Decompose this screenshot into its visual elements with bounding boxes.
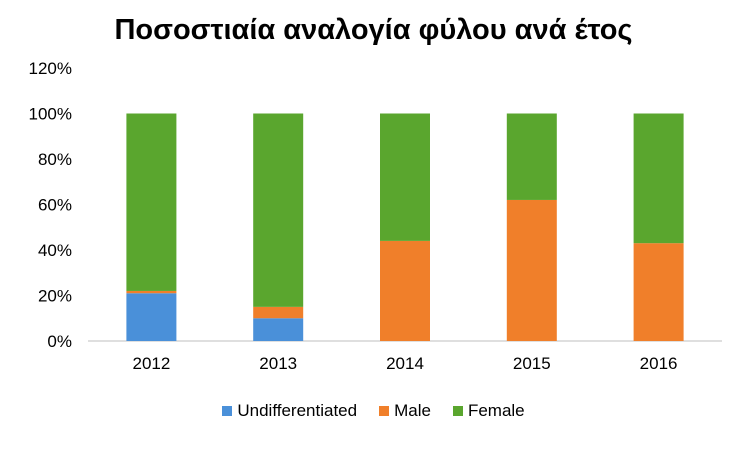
bar-segment-male-2014	[380, 240, 430, 341]
x-tick-label: 2016	[640, 354, 678, 373]
y-tick-label: 120%	[29, 59, 72, 78]
bar-segment-undifferentiated-2012	[126, 293, 177, 341]
bar-segment-male-2015	[506, 199, 557, 341]
y-tick-label: 60%	[38, 196, 72, 215]
y-tick-label: 40%	[38, 241, 72, 260]
y-tick-label: 20%	[38, 287, 72, 306]
legend-item: Female	[452, 401, 525, 421]
chart-legend: Undifferentiated Male Female	[0, 401, 747, 421]
bar-segment-male-2012	[126, 290, 177, 294]
bar-segment-female-2015	[506, 113, 557, 200]
y-tick-label: 80%	[38, 150, 72, 169]
legend-label: Undifferentiated	[237, 401, 358, 420]
x-tick-label: 2015	[513, 354, 551, 373]
bar-segment-female-2014	[380, 113, 430, 241]
legend-swatch	[222, 406, 233, 416]
x-tick-label: 2013	[259, 354, 297, 373]
y-tick-label: 0%	[47, 332, 72, 351]
legend-item: Undifferentiated	[222, 401, 357, 421]
bar-segment-undifferentiated-2013	[253, 318, 304, 341]
legend-swatch	[379, 406, 390, 416]
chart-title: Ποσοστιαία αναλογία φύλου ανά έτος	[114, 14, 633, 46]
bar-segment-male-2013	[253, 306, 304, 319]
y-tick-label: 100%	[29, 105, 72, 124]
legend-label: Female	[467, 401, 525, 420]
bar-segment-female-2013	[253, 113, 304, 307]
bar-segment-male-2016	[633, 243, 684, 341]
bar-segment-female-2016	[633, 113, 684, 244]
legend-item: Male	[379, 401, 431, 421]
legend-swatch	[452, 406, 463, 416]
legend-label: Male	[394, 401, 431, 420]
x-tick-label: 2014	[386, 354, 424, 373]
bar-segment-female-2012	[126, 113, 177, 291]
x-tick-label: 2012	[132, 354, 170, 373]
